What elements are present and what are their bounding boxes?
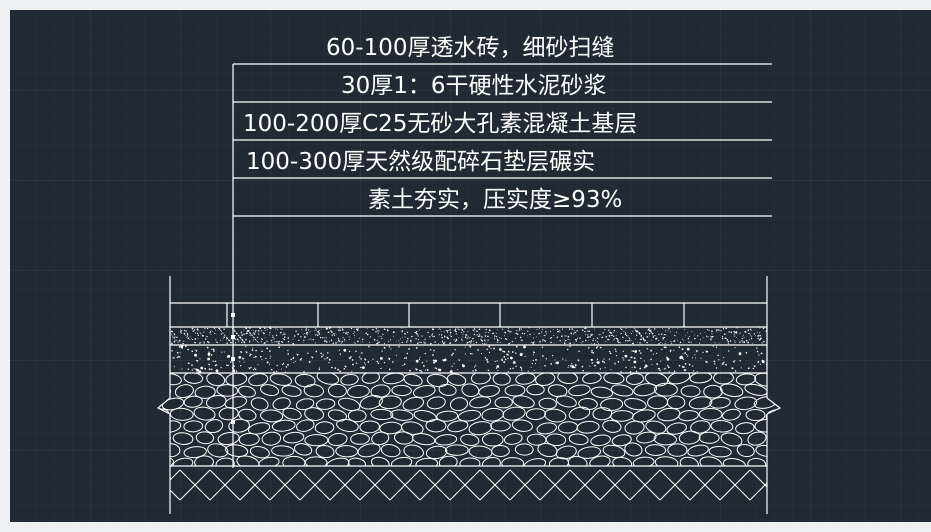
concrete-stipple <box>171 345 767 373</box>
section-outline <box>156 276 782 514</box>
mortar-stipple <box>170 327 767 345</box>
canvas-grid-major <box>10 10 931 522</box>
layer-label-gravel: 100-300厚天然级配碎石垫层碾实 <box>246 149 595 175</box>
layer-label-concrete: 100-200厚C25无砂大孔素混凝土基层 <box>243 111 637 137</box>
layer-label-paver: 60-100厚透水砖，细砂扫缝 <box>326 35 614 61</box>
leader-markers <box>231 313 235 424</box>
layer-label-mortar: 30厚1：6干硬性水泥砂浆 <box>341 73 607 99</box>
label-leaders <box>232 63 772 468</box>
soil-hatch <box>170 469 767 501</box>
layer-label-soil: 素土夯实，压实度≥93% <box>368 187 622 213</box>
layer-labels: 60-100厚透水砖，细砂扫缝 30厚1：6干硬性水泥砂浆 100-200厚C2… <box>243 35 637 213</box>
